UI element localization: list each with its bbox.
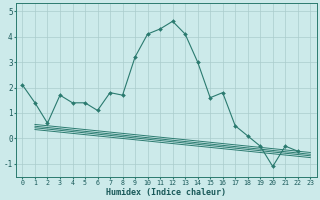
X-axis label: Humidex (Indice chaleur): Humidex (Indice chaleur) bbox=[106, 188, 226, 197]
